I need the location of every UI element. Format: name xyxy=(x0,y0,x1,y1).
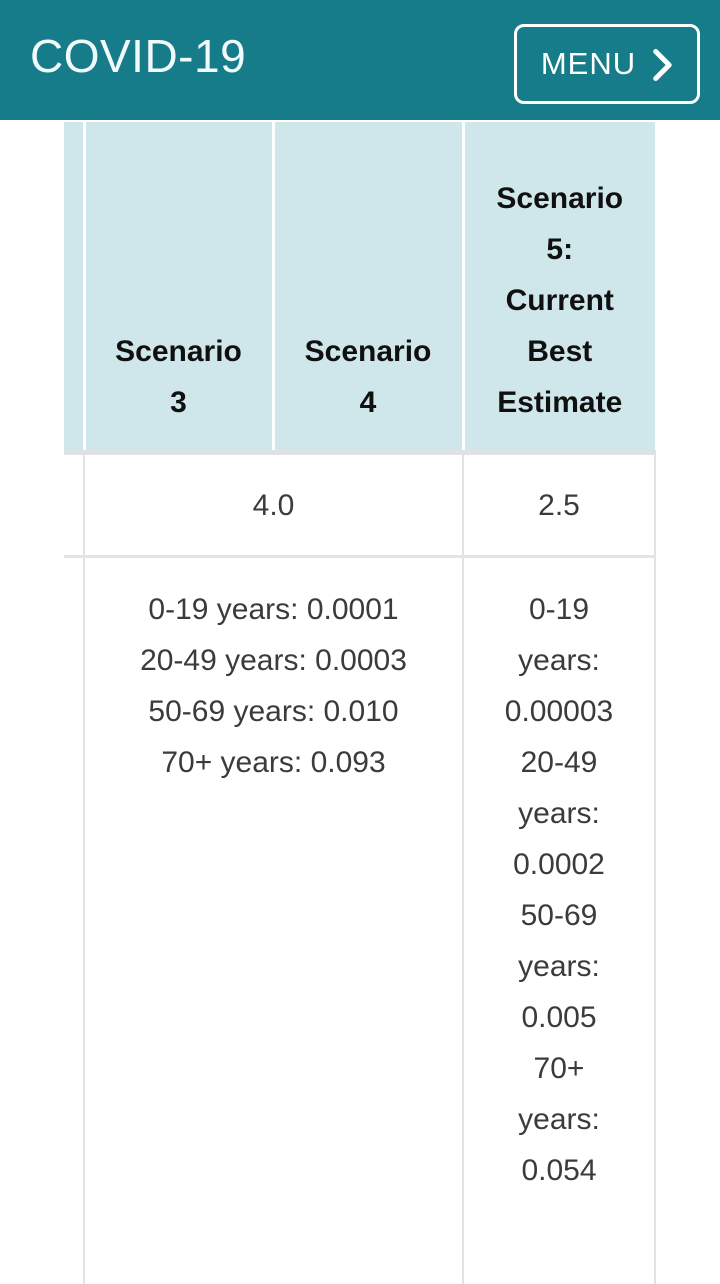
header-line: Scenario xyxy=(473,173,648,224)
column-header-partial xyxy=(64,122,84,453)
table-cell-partial xyxy=(64,453,84,557)
page-title[interactable]: COVID-19 xyxy=(30,30,246,82)
table-row: 4.0 2.5 xyxy=(64,453,655,557)
header-line: Scenario xyxy=(283,326,454,377)
value-cell-scenario-5: 2.5 xyxy=(463,453,655,557)
header-line: 3 xyxy=(94,377,264,428)
header-line: 4 xyxy=(283,377,454,428)
table-cell-partial xyxy=(64,557,84,1284)
cell-line: 70+ xyxy=(464,1043,654,1094)
table-header-row: Scenario 3 Scenario 4 Scenario 5: Curren… xyxy=(64,122,655,453)
cell-line: years: xyxy=(464,788,654,839)
age-values-cell-scenario-5: 0-19 years: 0.00003 20-49 years: 0.0002 … xyxy=(463,557,655,1284)
header-line: Estimate xyxy=(473,377,648,428)
header-line: Current xyxy=(473,275,648,326)
cell-line: 0.0002 xyxy=(464,839,654,890)
cell-line: 0-19 xyxy=(464,584,654,635)
cell-line: years: xyxy=(464,635,654,686)
cell-line: years: xyxy=(464,1094,654,1145)
column-header-scenario-5: Scenario 5: Current Best Estimate xyxy=(463,122,655,453)
scenarios-table: Scenario 3 Scenario 4 Scenario 5: Curren… xyxy=(64,122,656,1284)
cell-line: 20-49 xyxy=(464,737,654,788)
app-bar: COVID-19 MENU xyxy=(0,0,720,120)
table-scroll-area: Scenario 3 Scenario 4 Scenario 5: Curren… xyxy=(64,122,720,1284)
header-line: Scenario xyxy=(94,326,264,377)
cell-line: 50-69 xyxy=(464,890,654,941)
header-line: 5: xyxy=(473,224,648,275)
menu-button-label: MENU xyxy=(541,46,636,82)
header-line: Best xyxy=(473,326,648,377)
column-header-scenario-4: Scenario 4 xyxy=(273,122,463,453)
cell-line: 0-19 years: 0.0001 xyxy=(85,584,462,635)
cell-line: 0.005 xyxy=(464,992,654,1043)
value-cell-scenario-3-4: 4.0 xyxy=(84,453,463,557)
cell-line: years: xyxy=(464,941,654,992)
cell-line: 0.00003 xyxy=(464,686,654,737)
chevron-right-icon xyxy=(651,47,673,83)
cell-line: 20-49 years: 0.0003 xyxy=(85,635,462,686)
column-header-scenario-3: Scenario 3 xyxy=(84,122,273,453)
cell-line: 0.054 xyxy=(464,1145,654,1196)
table-row: 0-19 years: 0.0001 20-49 years: 0.0003 5… xyxy=(64,557,655,1284)
age-values-cell-scenario-3-4: 0-19 years: 0.0001 20-49 years: 0.0003 5… xyxy=(84,557,463,1284)
menu-button[interactable]: MENU xyxy=(514,24,700,104)
cell-line: 50-69 years: 0.010 xyxy=(85,686,462,737)
cell-line: 70+ years: 0.093 xyxy=(85,737,462,788)
